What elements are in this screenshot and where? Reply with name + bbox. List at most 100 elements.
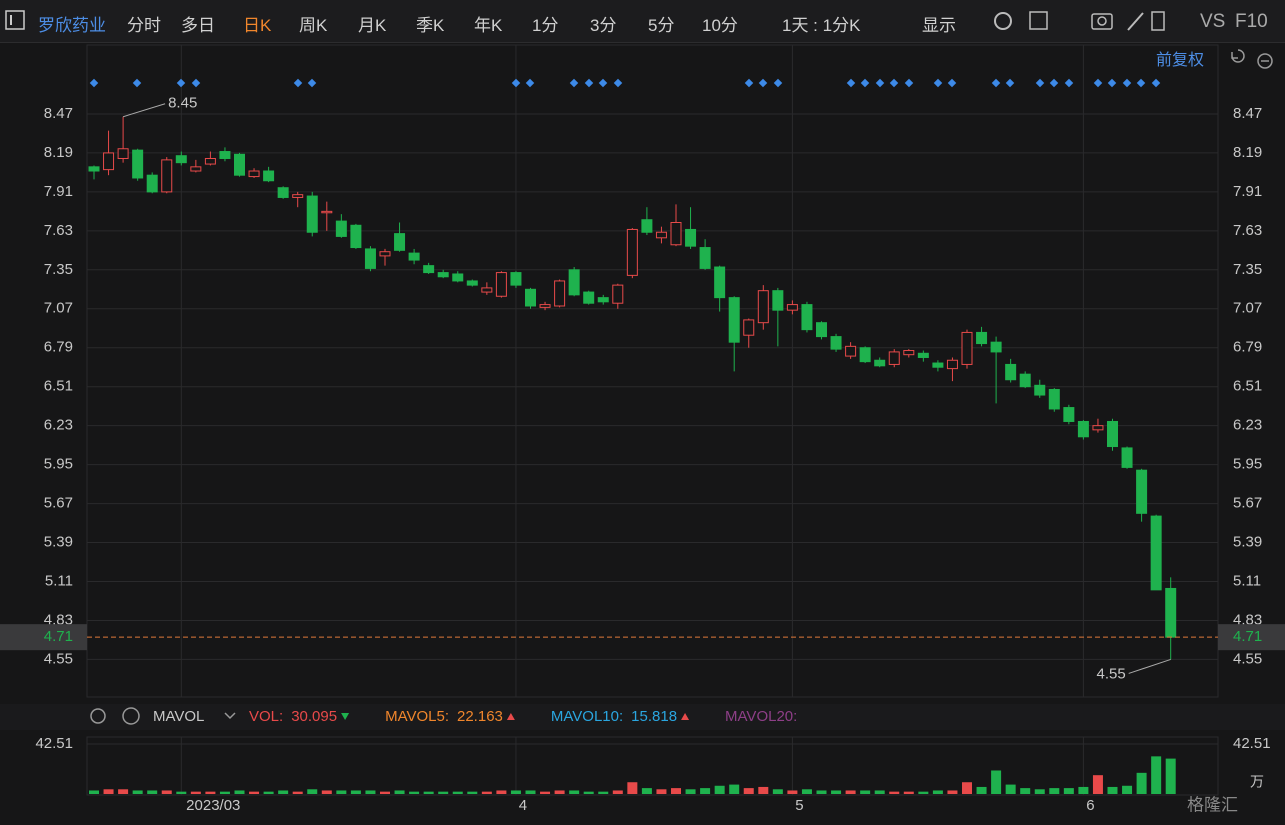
volume-bar	[1005, 784, 1016, 794]
event-marker	[584, 78, 594, 88]
y-tick-label-right: 5.67	[1233, 495, 1262, 512]
y-tick-label-right: 8.19	[1233, 144, 1262, 161]
vs[interactable]: VS	[1200, 11, 1226, 32]
event-marker	[889, 78, 899, 88]
y-tick-label-right: 7.91	[1233, 183, 1262, 200]
volume-bar	[700, 788, 711, 794]
event-marker	[773, 78, 783, 88]
tab[interactable]: 分时	[127, 16, 161, 35]
tool-icons[interactable]	[985, 0, 1165, 42]
volume-bar	[569, 790, 580, 794]
f10[interactable]: F10	[1235, 11, 1268, 32]
volume-bar	[787, 790, 798, 794]
indicator-trend	[341, 713, 350, 720]
candle-body	[816, 322, 827, 338]
volume-bar	[1136, 772, 1147, 794]
tab[interactable]: 5分	[648, 16, 675, 35]
candle-body	[292, 194, 304, 198]
period[interactable]: 1天 : 1分K	[782, 16, 861, 35]
volume-bar	[874, 790, 885, 794]
candle-body	[219, 151, 231, 159]
candle-body	[903, 350, 915, 356]
x-tick-label: 6	[1086, 797, 1094, 814]
volume-bar	[671, 788, 681, 794]
indicator-value: 22.163	[457, 708, 503, 725]
event-marker	[933, 78, 943, 88]
volume-bar	[612, 790, 623, 794]
tab[interactable]: 月K	[358, 16, 387, 35]
volume-bar	[321, 790, 332, 794]
volume-header[interactable]: MAVOL	[153, 708, 204, 725]
minus-icon[interactable]	[1257, 53, 1273, 69]
event-marker	[598, 78, 608, 88]
candle-body	[350, 224, 362, 249]
y-tick-label: 4.55	[44, 650, 73, 667]
volume-bar	[1092, 775, 1103, 794]
candle-body	[845, 345, 857, 357]
watermark: 格隆汇	[1187, 795, 1238, 814]
candle-body	[452, 273, 464, 282]
stock-name[interactable]: 罗欣药业	[38, 16, 106, 35]
candle-body	[976, 331, 988, 345]
volume-bar	[714, 785, 725, 794]
adjust[interactable]: 前复权	[1156, 51, 1204, 69]
candle-body	[321, 210, 333, 214]
candle-body	[1136, 469, 1148, 514]
indicator-value: 30.095	[291, 708, 337, 725]
volume-bar	[118, 789, 129, 794]
tab[interactable]: 1分	[532, 16, 559, 35]
menu-icon[interactable]	[5, 10, 27, 32]
event-marker	[525, 78, 535, 88]
low-pointer	[1128, 658, 1171, 674]
volume-bar	[831, 790, 842, 794]
volume-bar	[249, 791, 260, 794]
last-price-box-right	[1218, 624, 1285, 651]
last-price-label-right: 4.71	[1233, 628, 1262, 645]
event-marker	[860, 78, 870, 88]
last-price-label: 4.71	[44, 628, 73, 645]
volume-bar	[176, 791, 187, 794]
volume-bar	[918, 791, 929, 794]
event-marker	[293, 78, 303, 88]
volume-bar	[889, 791, 900, 794]
tab[interactable]: 多日	[181, 16, 215, 35]
volume-bar	[89, 790, 99, 794]
candle-body	[1005, 363, 1017, 381]
y-tick-label-right: 5.39	[1233, 534, 1262, 551]
event-marker	[875, 78, 885, 88]
tab[interactable]: 年K	[474, 16, 503, 35]
volume-tick-label: 42.51	[35, 735, 73, 752]
indicator-name: MAVOL20:	[725, 708, 797, 725]
tab[interactable]: 季K	[416, 16, 445, 35]
settings-icon[interactable]	[90, 708, 106, 724]
y-tick-label: 7.91	[44, 183, 73, 200]
tab[interactable]: 周K	[299, 16, 328, 35]
volume-bar	[423, 791, 434, 794]
event-marker	[1064, 78, 1074, 88]
volume-bar	[365, 790, 376, 794]
event-marker	[307, 78, 317, 88]
event-marker	[132, 78, 142, 88]
display[interactable]: 显示	[922, 16, 956, 35]
candle-body	[277, 187, 289, 198]
tab[interactable]: 3分	[590, 16, 617, 35]
event-marker	[511, 78, 521, 88]
volume-bar	[1122, 785, 1133, 794]
candle-body	[190, 166, 202, 172]
y-tick-label: 6.79	[44, 339, 73, 356]
volume-bar	[132, 790, 143, 794]
candle-body	[932, 362, 944, 368]
tab[interactable]: 10分	[702, 16, 738, 35]
undo-icon[interactable]	[1231, 49, 1245, 63]
candle-body	[408, 252, 420, 261]
candle-body	[146, 174, 158, 193]
volume-bar	[758, 786, 769, 794]
event-marker	[846, 78, 856, 88]
y-tick-label: 7.07	[44, 300, 73, 317]
tab[interactable]: 日K	[243, 16, 272, 35]
volume-bar	[496, 790, 507, 794]
volume-bar	[234, 790, 245, 794]
dropdown-icon[interactable]	[224, 712, 236, 720]
event-marker	[1151, 78, 1161, 88]
close-icon[interactable]	[122, 707, 140, 725]
